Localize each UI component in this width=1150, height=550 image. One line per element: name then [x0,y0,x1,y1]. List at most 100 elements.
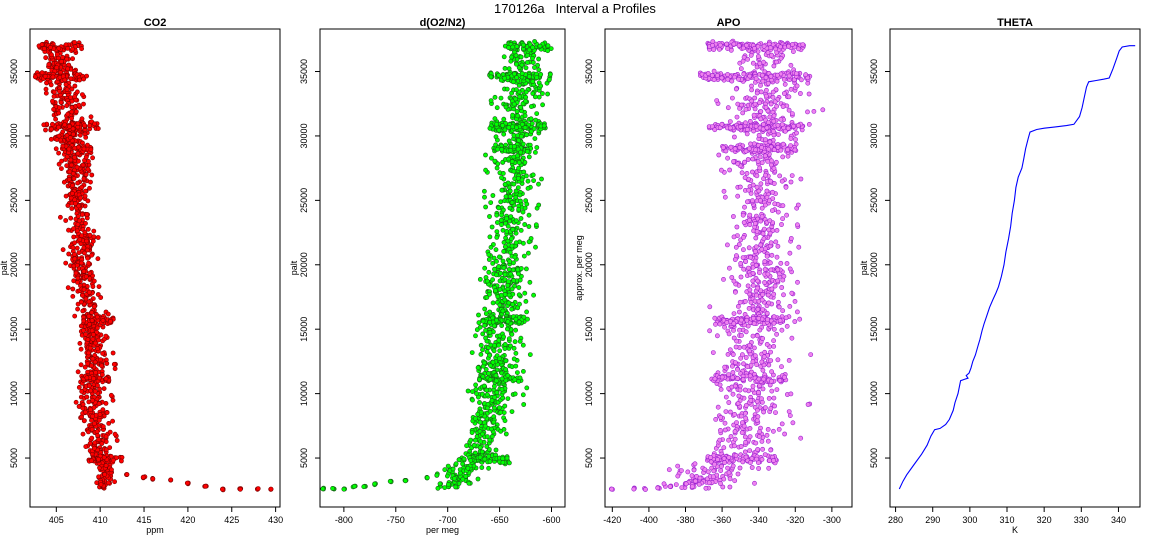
data-point [96,284,102,289]
data-point [531,126,537,132]
data-point [524,309,529,315]
data-point [530,55,535,61]
data-point [487,329,493,335]
data-point [769,158,774,164]
data-point [759,72,765,78]
data-point [776,132,781,137]
data-point [748,460,753,465]
data-point [667,484,673,489]
data-point [725,351,731,357]
data-point [512,254,518,260]
data-point [527,279,533,285]
data-point [798,435,804,441]
data-point [75,121,81,127]
data-point [754,173,760,179]
data-point [478,409,484,415]
data-point [759,359,765,365]
data-point [483,167,488,173]
data-point [737,309,742,315]
data-point [537,43,543,49]
data-point [776,271,782,277]
data-point [526,239,532,245]
data-point [91,445,97,451]
data-point [762,452,768,457]
data-point [760,231,766,237]
data-point [498,95,504,101]
data-point [499,376,505,382]
data-point [108,453,114,459]
data-point [707,304,713,310]
data-point [517,94,522,100]
data-point [58,214,63,220]
data-point [497,348,503,354]
data-point [104,410,110,415]
data-point [106,420,112,426]
data-point [760,336,765,341]
data-point [771,165,777,171]
data-point [756,466,761,471]
data-point [755,414,761,420]
data-point [772,283,778,289]
data-point [741,266,747,272]
data-point [506,156,511,162]
data-point [796,244,802,250]
data-point [713,321,718,327]
data-point [483,152,488,158]
data-point [763,104,769,110]
data-point [750,282,756,288]
data-point [457,470,463,476]
data-point [719,121,725,127]
data-point [498,199,504,205]
data-point [744,131,750,137]
data-point [91,278,97,284]
data-point [516,378,521,384]
data-point [673,482,679,487]
data-point [773,410,778,415]
data-point [472,437,478,443]
data-point [518,133,524,139]
data-point [46,62,52,67]
data-point [768,178,773,184]
data-point [523,298,529,304]
data-point [719,463,724,469]
data-point [768,162,774,168]
data-point [795,309,800,315]
data-point [730,352,736,357]
data-point [728,409,733,415]
data-point [72,240,77,246]
data-point [732,146,738,152]
data-point [755,447,761,452]
data-point [84,211,90,217]
data-point [786,94,792,100]
data-point [79,388,85,394]
data-point [771,128,776,134]
data-point [766,395,772,401]
data-point [69,109,75,115]
data-point [712,461,717,467]
data-point [87,185,92,191]
data-point [500,459,506,465]
data-point [754,418,760,423]
data-point [747,146,752,152]
data-point [765,80,771,86]
data-point [124,472,130,477]
data-point [79,260,84,266]
data-point [745,199,750,205]
data-point [529,104,534,109]
data-point [496,405,502,411]
data-point [545,48,551,54]
data-point [759,214,765,219]
data-point [774,331,779,337]
y-tick-label: 30000 [299,123,309,148]
data-point [519,121,525,127]
data-point [500,123,505,128]
x-tick-label: -800 [335,515,353,525]
data-point [481,188,487,194]
data-point [511,260,516,266]
data-point [732,436,738,442]
data-point [780,277,786,283]
data-point [89,252,95,258]
data-point [468,457,474,463]
